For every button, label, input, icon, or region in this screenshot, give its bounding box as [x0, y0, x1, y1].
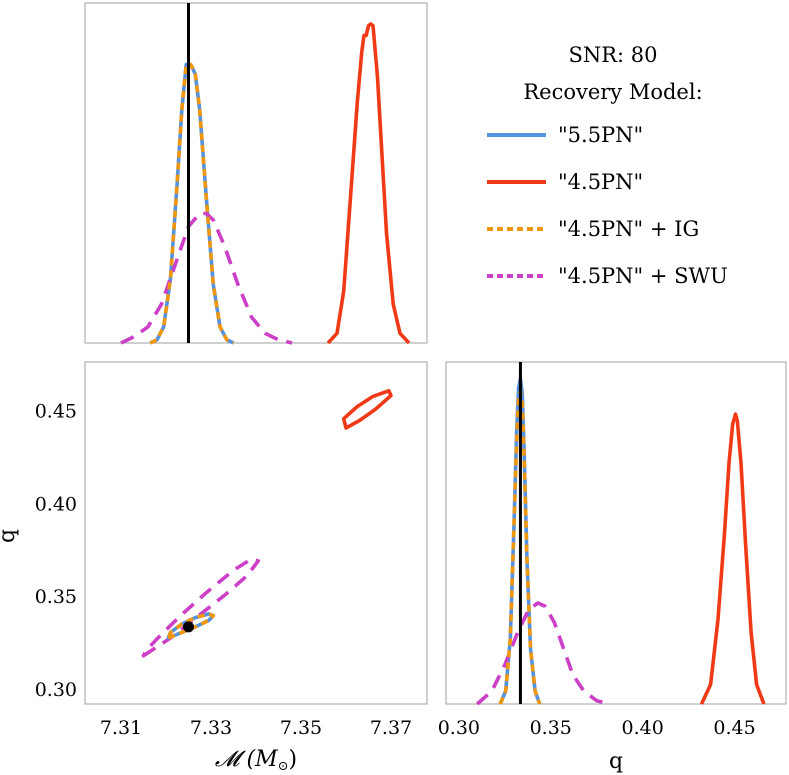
joint-y-tick-label: 0.30: [35, 679, 77, 701]
joint-frame: [84, 361, 428, 705]
joint-x-tick-label: 7.35: [280, 717, 322, 739]
joint-y-tick-label: 0.40: [35, 493, 77, 515]
legend-label-4-5pn-swu: "4.5PN" + SWU: [558, 264, 728, 288]
joint-y-axis-label: q: [0, 529, 20, 543]
legend: SNR: 80 Recovery Model: "5.5PN" "4.5PN" "4…: [487, 43, 728, 288]
q-marginal-x-tick-label: 0.40: [621, 717, 663, 739]
q-marginal-series-4-5pn: [699, 412, 766, 705]
joint-contour-4-5pn: [341, 388, 393, 430]
joint-y-tick-label: 0.45: [35, 400, 77, 422]
legend-snr-label: SNR: 80: [568, 43, 657, 67]
joint-contour-4-5pn-ig: [166, 612, 216, 640]
q-marginal-x-tick-label: 0.45: [713, 717, 755, 739]
joint-x-tick-label: 7.31: [100, 717, 142, 739]
joint-x-axis-label-close: ): [289, 747, 298, 772]
mc-marginal-panel: [120, 3, 411, 345]
joint-x-tick-label: 7.33: [190, 717, 232, 739]
legend-label-5-5pn: "5.5PN": [558, 123, 643, 147]
mc-marginal-frame: [84, 2, 428, 344]
q-marginal-series-4-5pn-swu: [476, 601, 611, 706]
q-marginal-frame: [445, 361, 787, 705]
legend-label-4-5pn-ig: "4.5PN" + IG: [558, 217, 699, 241]
mc-marginal-series-4-5pn-ig: [149, 62, 235, 345]
joint-injected-point: [183, 621, 194, 633]
legend-label-4-5pn: "4.5PN": [558, 170, 643, 194]
joint-x-axis-label-sub: ⊙: [278, 759, 289, 774]
joint-contour-4-5pn-swu: [141, 557, 261, 658]
joint-y-tick-label: 0.35: [35, 586, 77, 608]
mc-marginal-series-5-5pn: [149, 62, 235, 345]
q-marginal-panel: 0.30 0.35 0.40 0.45: [438, 362, 766, 739]
joint-x-axis-label-main: 𝓜 (M: [215, 747, 278, 772]
joint-panel: 7.31 7.33 7.35 7.37 0.30 0.35 0.40 0.45: [35, 388, 412, 739]
joint-x-axis-label: 𝓜 (M⊙): [215, 747, 297, 774]
legend-entries: "5.5PN" "4.5PN" "4.5PN" + IG "4.5PN" + SWU: [487, 123, 728, 288]
q-marginal-x-tick-label: 0.35: [530, 717, 572, 739]
mc-marginal-series-4-5pn-swu: [120, 211, 293, 345]
q-marginal-x-axis-label: q: [609, 749, 623, 774]
joint-x-tick-label: 7.37: [370, 717, 412, 739]
q-marginal-x-tick-label: 0.30: [438, 717, 480, 739]
legend-model-label: Recovery Model:: [523, 80, 702, 104]
mc-marginal-series-4-5pn: [326, 22, 411, 345]
